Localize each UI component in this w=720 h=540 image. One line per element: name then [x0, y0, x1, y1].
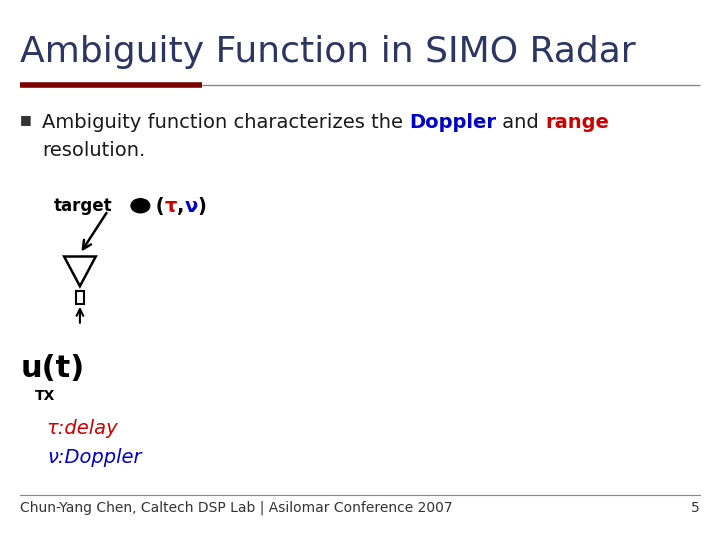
Circle shape: [131, 199, 150, 213]
Text: Chun-Yang Chen, Caltech DSP Lab | Asilomar Conference 2007: Chun-Yang Chen, Caltech DSP Lab | Asilom…: [20, 501, 453, 515]
Text: ν: ν: [184, 197, 198, 216]
Text: and: and: [496, 113, 545, 132]
Text: Ambiguity function characterizes the: Ambiguity function characterizes the: [42, 113, 409, 132]
Text: τ:delay: τ:delay: [47, 418, 118, 437]
Text: ■: ■: [20, 113, 32, 126]
Text: ): ): [198, 197, 207, 216]
Text: TX: TX: [35, 389, 55, 403]
Text: range: range: [545, 113, 609, 132]
Text: Ambiguity Function in SIMO Radar: Ambiguity Function in SIMO Radar: [20, 35, 636, 69]
Bar: [76, 291, 84, 304]
Text: (: (: [149, 197, 165, 216]
Text: u(t): u(t): [20, 354, 84, 383]
Text: resolution.: resolution.: [42, 141, 145, 160]
Text: target: target: [54, 197, 112, 215]
Text: Doppler: Doppler: [409, 113, 496, 132]
Text: ,: ,: [177, 197, 184, 216]
Text: τ: τ: [165, 197, 177, 216]
Text: 5: 5: [691, 501, 700, 515]
Text: ν:Doppler: ν:Doppler: [47, 448, 141, 467]
